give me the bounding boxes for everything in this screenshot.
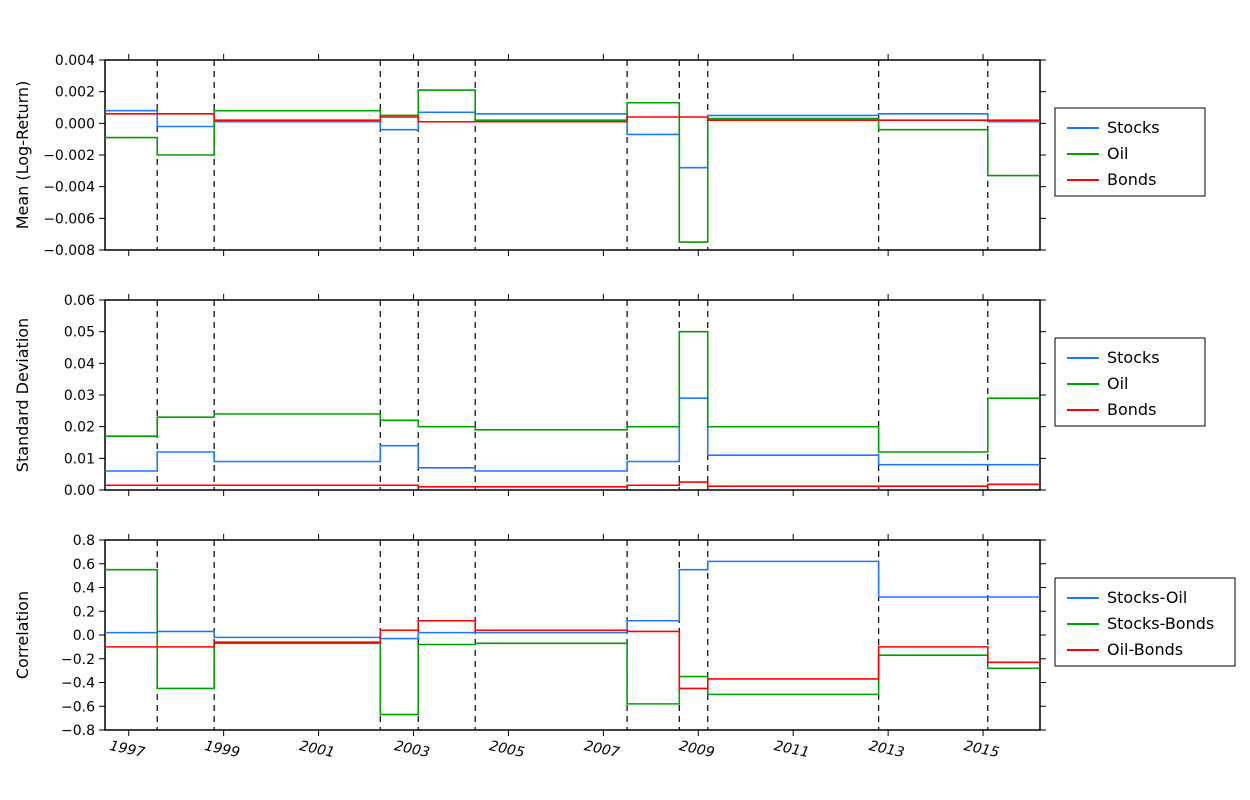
- series-bonds: [105, 482, 1040, 487]
- legend-label-stocks-bonds: Stocks-Bonds: [1107, 614, 1214, 633]
- panel-std: 0.00 0.01 0.02 0.03 0.04 0.05 0.06 Standard Dev…: [13, 293, 1205, 499]
- legend-label-oil: Oil: [1107, 374, 1128, 393]
- svg-text:0.4: 0.4: [73, 581, 95, 597]
- svg-text:−0.006: −0.006: [43, 211, 95, 227]
- svg-text:−0.002: −0.002: [43, 148, 95, 164]
- legend: Stocks Oil Bonds: [1055, 338, 1205, 426]
- svg-text:−0.8: −0.8: [61, 723, 95, 739]
- legend-label-bonds: Bonds: [1107, 400, 1156, 419]
- svg-text:0.05: 0.05: [64, 325, 95, 341]
- svg-text:1997: 1997: [108, 738, 146, 761]
- svg-text:2007: 2007: [583, 738, 621, 761]
- svg-text:−0.004: −0.004: [43, 180, 95, 196]
- figure: −0.008 −0.006 −0.004 −0.002 0.000 0.002 0.004 M…: [0, 0, 1250, 800]
- svg-text:Correlation: Correlation: [13, 591, 32, 679]
- legend: Stocks-Oil Stocks-Bonds Oil-Bonds: [1055, 578, 1235, 666]
- series-stocks: [105, 398, 1040, 471]
- svg-text:0.00: 0.00: [64, 483, 95, 499]
- series-oil: [105, 332, 1040, 452]
- svg-text:0.06: 0.06: [64, 293, 95, 309]
- svg-text:0.04: 0.04: [64, 356, 95, 372]
- svg-text:0.6: 0.6: [73, 557, 95, 573]
- legend-label-oil-bonds: Oil-Bonds: [1107, 640, 1183, 659]
- svg-text:0.004: 0.004: [55, 53, 95, 69]
- legend: Stocks Oil Bonds: [1055, 108, 1205, 196]
- series-stocks-oil: [105, 561, 1040, 638]
- svg-text:−0.6: −0.6: [61, 699, 95, 715]
- svg-text:1999: 1999: [203, 738, 241, 761]
- svg-text:2013: 2013: [867, 738, 905, 761]
- svg-text:2001: 2001: [298, 738, 336, 761]
- series-stocks: [105, 111, 1040, 168]
- legend-label-bonds: Bonds: [1107, 170, 1156, 189]
- svg-text:Standard Deviation: Standard Deviation: [13, 318, 32, 472]
- series-oil: [105, 90, 1040, 242]
- svg-text:0.002: 0.002: [55, 85, 95, 101]
- svg-text:−0.4: −0.4: [61, 676, 95, 692]
- svg-text:0.000: 0.000: [55, 116, 95, 132]
- svg-text:2015: 2015: [962, 738, 1000, 761]
- panel-mean: −0.008 −0.006 −0.004 −0.002 0.000 0.002 0.004 M…: [13, 53, 1205, 259]
- svg-text:0.02: 0.02: [64, 420, 95, 436]
- panel-corr: −0.8 −0.6 −0.4 −0.2 0.0 0.2 0.4 0.6 0.8 1997 1999 2…: [13, 533, 1235, 761]
- svg-text:Mean (Log-Return): Mean (Log-Return): [13, 81, 32, 230]
- svg-text:2009: 2009: [678, 738, 716, 761]
- svg-text:0.01: 0.01: [64, 451, 95, 467]
- svg-text:0.2: 0.2: [73, 604, 95, 620]
- svg-text:−0.008: −0.008: [43, 243, 95, 259]
- svg-text:−0.2: −0.2: [61, 652, 95, 668]
- legend-label-oil: Oil: [1107, 144, 1128, 163]
- svg-text:2011: 2011: [773, 738, 811, 761]
- legend-label-stocks: Stocks: [1107, 348, 1160, 367]
- legend-label-stocks-oil: Stocks-Oil: [1107, 588, 1187, 607]
- svg-text:0.0: 0.0: [73, 628, 95, 644]
- svg-text:2003: 2003: [393, 738, 431, 761]
- svg-text:0.03: 0.03: [64, 388, 95, 404]
- svg-text:2005: 2005: [488, 738, 526, 761]
- svg-text:0.8: 0.8: [73, 533, 95, 549]
- legend-label-stocks: Stocks: [1107, 118, 1160, 137]
